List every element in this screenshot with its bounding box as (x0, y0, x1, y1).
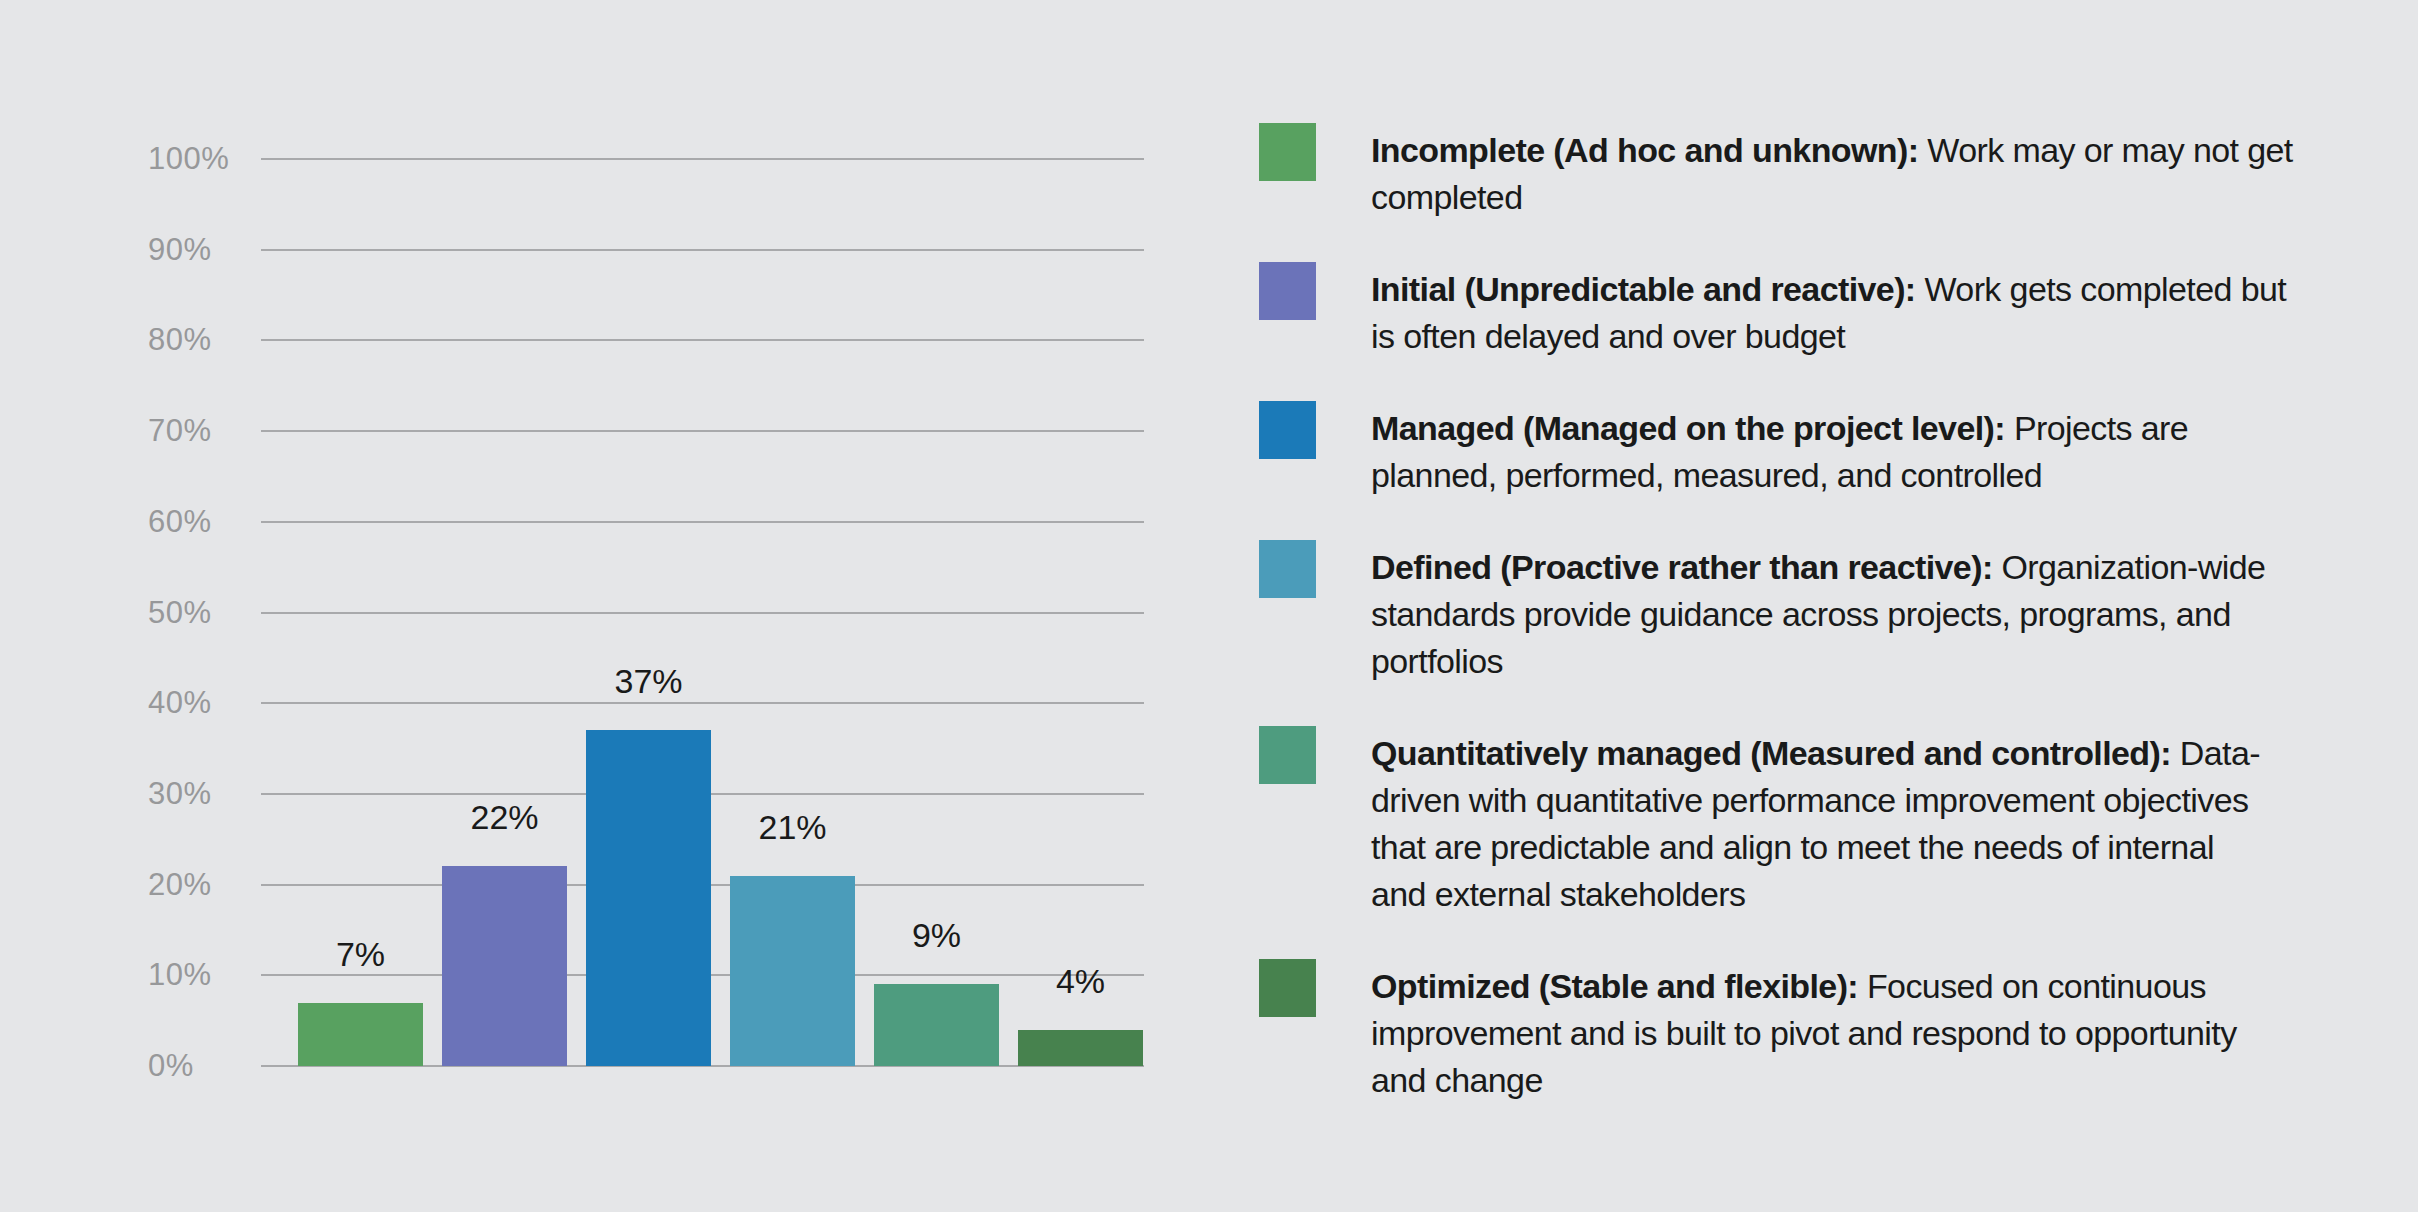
legend-swatch (1259, 123, 1316, 181)
gridline (261, 702, 1144, 704)
y-axis-tick-label: 0% (148, 1049, 258, 1083)
bar-value-label: 37% (614, 662, 682, 700)
gridline (261, 612, 1144, 614)
gridline (261, 430, 1144, 432)
bar-3 (586, 730, 711, 1066)
legend-item-text-line: that are predictable and align to meet t… (1371, 824, 2361, 871)
y-axis-tick-label: 40% (148, 686, 258, 720)
legend-item-text-line: Defined (Proactive rather than reactive)… (1371, 544, 2361, 591)
legend-item-text-line: Managed (Managed on the project level): … (1371, 405, 2361, 452)
legend-item-6: Optimized (Stable and flexible): Focused… (1371, 963, 2361, 1104)
y-axis-tick-label: 90% (148, 233, 258, 267)
y-axis-tick-label: 50% (148, 596, 258, 630)
legend-item-text-line: Incomplete (Ad hoc and unknown): Work ma… (1371, 127, 2361, 174)
bar-value-label: 7% (336, 935, 385, 973)
legend-swatch (1259, 262, 1316, 320)
bar-chart-plot-area: 7% 22% 37% 21% 9% 4% (261, 159, 1144, 1066)
y-axis-tick-label: 100% (148, 142, 258, 176)
y-axis-tick-label: 10% (148, 958, 258, 992)
chart-legend: Incomplete (Ad hoc and unknown): Work ma… (1371, 127, 2361, 1104)
maturity-bar-chart-figure: 0% 10% 20% 30% 40% 50% 60% 70% 80% 90% 100% 7% 22% 3… (0, 0, 2418, 1212)
legend-item-1: Incomplete (Ad hoc and unknown): Work ma… (1371, 127, 2361, 221)
y-axis-tick-label: 80% (148, 323, 258, 357)
gridline (261, 158, 1144, 160)
legend-item-2: Initial (Unpredictable and reactive): Wo… (1371, 266, 2361, 360)
y-axis-tick-label: 60% (148, 505, 258, 539)
bar-1 (298, 1003, 423, 1066)
bar-6 (1018, 1030, 1143, 1066)
gridline (261, 339, 1144, 341)
legend-item-text-line: completed (1371, 174, 2361, 221)
gridline (261, 521, 1144, 523)
bar-value-label: 4% (1056, 962, 1105, 1000)
bar-value-label: 9% (912, 916, 961, 954)
legend-item-3: Managed (Managed on the project level): … (1371, 405, 2361, 499)
bar-2 (442, 866, 567, 1066)
legend-swatch (1259, 959, 1316, 1017)
y-axis-tick-label: 20% (148, 868, 258, 902)
legend-item-4: Defined (Proactive rather than reactive)… (1371, 544, 2361, 685)
legend-item-text-line: portfolios (1371, 638, 2361, 685)
legend-item-text-line: is often delayed and over budget (1371, 313, 2361, 360)
legend-item-text-line: Initial (Unpredictable and reactive): Wo… (1371, 266, 2361, 313)
bar-value-label: 21% (758, 808, 826, 846)
legend-item-5: Quantitatively managed (Measured and con… (1371, 730, 2361, 918)
gridline (261, 249, 1144, 251)
bar-5 (874, 984, 999, 1066)
legend-item-text-line: Optimized (Stable and flexible): Focused… (1371, 963, 2361, 1010)
legend-swatch (1259, 726, 1316, 784)
legend-item-text-line: planned, performed, measured, and contro… (1371, 452, 2361, 499)
y-axis-tick-label: 70% (148, 414, 258, 448)
legend-swatch (1259, 540, 1316, 598)
legend-item-text-line: and change (1371, 1057, 2361, 1104)
legend-swatch (1259, 401, 1316, 459)
bar-value-label: 22% (470, 798, 538, 836)
legend-item-text-line: and external stakeholders (1371, 871, 2361, 918)
legend-item-text-line: improvement and is built to pivot and re… (1371, 1010, 2361, 1057)
legend-item-text-line: Quantitatively managed (Measured and con… (1371, 730, 2361, 777)
legend-item-text-line: standards provide guidance across projec… (1371, 591, 2361, 638)
bar-4 (730, 876, 855, 1066)
y-axis-tick-label: 30% (148, 777, 258, 811)
legend-item-text-line: driven with quantitative performance imp… (1371, 777, 2361, 824)
